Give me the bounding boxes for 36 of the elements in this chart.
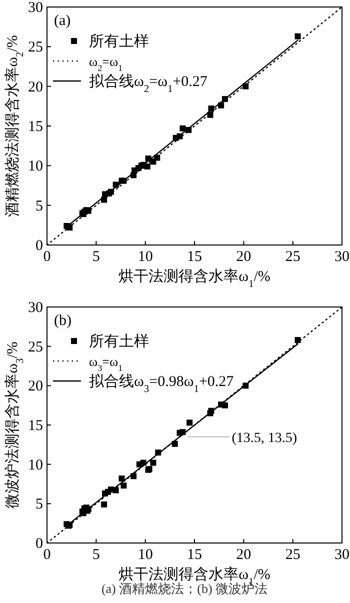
y-tick-label: 10 bbox=[28, 158, 43, 175]
y-tick-label: 5 bbox=[36, 198, 43, 214]
x-tick-label: 10 bbox=[138, 547, 153, 563]
x-tick-label: 30 bbox=[334, 249, 350, 265]
annotation: (b) bbox=[54, 313, 72, 329]
x-tick-label: 25 bbox=[285, 249, 300, 265]
legend-label: 拟合线ω$_{3}$=0.98ω$_{1}$+0.27 bbox=[89, 373, 234, 394]
x-tick-label: 20 bbox=[236, 249, 252, 265]
y-tick-label: 25 bbox=[28, 339, 43, 356]
annotation: (a) bbox=[54, 13, 71, 29]
annotation: (13.5, 13.5) bbox=[232, 430, 298, 446]
y-tick-label: 0 bbox=[36, 536, 43, 552]
legend-label: ω$_{3}$=ω$_{1}$ bbox=[89, 354, 123, 373]
legend-label: ω$_{2}$=ω$_{1}$ bbox=[89, 54, 123, 73]
y-tick-label: 15 bbox=[28, 418, 43, 434]
x-tick-label: 20 bbox=[236, 547, 252, 563]
x-tick-label: 5 bbox=[92, 249, 100, 265]
y-tick-label: 15 bbox=[28, 119, 43, 135]
x-tick-label: 10 bbox=[138, 249, 153, 265]
y-tick-label: 30 bbox=[28, 300, 43, 316]
legend-label: 所有土样 bbox=[89, 333, 149, 350]
y-tick-label: 25 bbox=[28, 40, 43, 56]
y-tick-label: 20 bbox=[28, 79, 43, 96]
x-tick-label: 15 bbox=[187, 249, 202, 265]
x-axis-title: 烘干法测得含水率ω$_{1}$/% bbox=[118, 268, 270, 290]
x-tick-label: 25 bbox=[285, 547, 300, 563]
legend-label: 所有土样 bbox=[89, 33, 149, 50]
y-tick-label: 30 bbox=[28, 0, 43, 16]
x-tick-label: 5 bbox=[92, 547, 100, 563]
legend-label: 拟合线ω$_{2}$=ω$_{1}$+0.27 bbox=[89, 73, 208, 94]
y-tick-label: 10 bbox=[28, 457, 43, 474]
y-tick-label: 0 bbox=[36, 238, 43, 254]
x-tick-label: 15 bbox=[187, 547, 202, 563]
y-tick-label: 20 bbox=[28, 378, 43, 395]
y-tick-label: 5 bbox=[36, 496, 43, 513]
x-tick-label: 30 bbox=[334, 547, 350, 563]
